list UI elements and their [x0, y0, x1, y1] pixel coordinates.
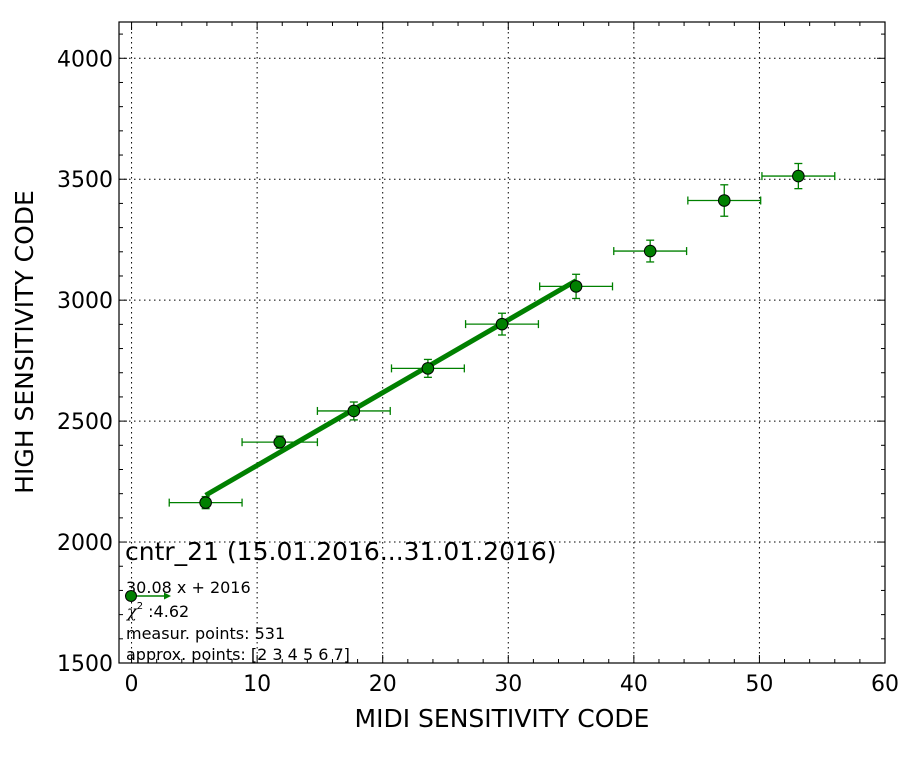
data-point — [316, 401, 391, 421]
fit-line-layer — [204, 278, 578, 498]
grid-lines — [119, 22, 885, 663]
x-tick-label: 50 — [745, 672, 773, 697]
x-tick-label: 30 — [494, 672, 522, 697]
data-point — [390, 358, 465, 378]
y-axis-label: HIGH SENSITIVITY CODE — [10, 190, 39, 494]
point-marker — [273, 435, 287, 449]
x-tick-label: 60 — [871, 672, 899, 697]
y-tick-label: 3500 — [57, 168, 113, 193]
point-marker — [643, 244, 657, 258]
x-tick-label: 10 — [243, 672, 271, 697]
point-marker — [569, 280, 583, 293]
annotation-chi-square: χ2 :4.62 — [126, 601, 189, 621]
chi-value: :4.62 — [143, 602, 189, 621]
legend-marker-dot — [125, 590, 137, 602]
annotation-title: cntr_21 (15.01.2016...31.01.2016) — [125, 537, 557, 566]
y-tick-labels: 1500 2000 2500 3000 3500 4000 — [57, 47, 113, 677]
point-marker — [199, 496, 212, 509]
x-axis-label: MIDI SENSITIVITY CODE — [355, 704, 650, 733]
annotation-approx-points: approx. points: [2 3 4 5 6 7] — [126, 645, 350, 664]
y-tick-label: 3000 — [57, 289, 113, 314]
data-point — [464, 312, 540, 336]
x-tick-labels: 0 10 20 30 40 50 60 — [125, 672, 899, 697]
legend-marker — [125, 590, 171, 602]
point-marker — [347, 404, 361, 418]
data-point — [687, 184, 762, 217]
y-tick-label: 2500 — [57, 410, 113, 435]
x-tick-label: 20 — [369, 672, 397, 697]
point-marker — [421, 362, 435, 375]
data-point — [761, 162, 836, 190]
annotation-measur-points: measur. points: 531 — [126, 624, 285, 643]
data-points — [168, 162, 836, 510]
annotation-block: cntr_21 (15.01.2016...31.01.2016) 30.08 … — [125, 537, 557, 664]
y-tick-label: 4000 — [57, 47, 113, 72]
fit-line — [204, 278, 578, 498]
data-point — [241, 435, 319, 449]
axis-ticks — [119, 22, 886, 664]
y-tick-label: 2000 — [57, 531, 113, 556]
legend-marker-arrowhead — [164, 592, 171, 600]
x-tick-label: 40 — [620, 672, 648, 697]
data-point — [168, 495, 243, 510]
data-point — [539, 273, 614, 300]
y-tick-label: 1500 — [57, 652, 113, 677]
plot-frame — [118, 21, 886, 664]
x-tick-label: 0 — [125, 672, 139, 697]
annotation-equation: 30.08 x + 2016 — [126, 578, 251, 597]
point-marker — [495, 317, 509, 331]
point-marker — [717, 194, 731, 207]
point-marker — [792, 169, 805, 183]
chi-symbol: χ — [126, 602, 138, 621]
plot-background — [119, 22, 885, 663]
data-point — [613, 239, 688, 263]
chi-power: 2 — [137, 601, 143, 612]
